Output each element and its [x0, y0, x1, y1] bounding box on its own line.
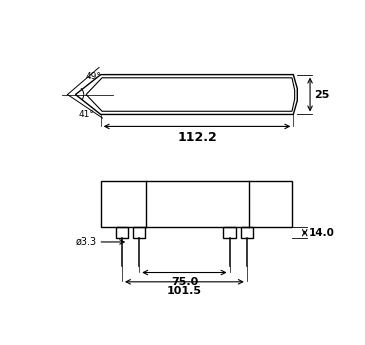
Text: 112.2: 112.2	[177, 131, 217, 144]
Text: 25: 25	[314, 90, 329, 99]
Text: ø3.3: ø3.3	[76, 237, 97, 247]
Text: 41°: 41°	[78, 110, 94, 119]
Text: 14.0: 14.0	[308, 228, 334, 238]
Text: 49°: 49°	[85, 72, 101, 81]
Text: 101.5: 101.5	[167, 286, 202, 296]
Text: 75.0: 75.0	[171, 277, 198, 287]
